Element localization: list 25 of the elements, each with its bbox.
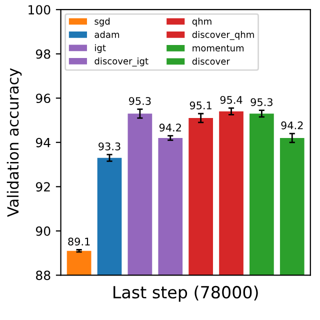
y-axis-title: Validation accuracy (6, 68, 22, 217)
legend-label: adam (94, 30, 120, 38)
legend-label: discover_qhm (192, 30, 254, 40)
data-label: 95.3 (129, 97, 151, 105)
data-label: 95.1 (190, 102, 212, 110)
legend-label: igt (95, 44, 106, 53)
x-axis-title: Last step (78000) (114, 286, 258, 302)
data-label: 89.1 (68, 238, 90, 246)
y-tick-label: 96 (36, 94, 50, 104)
data-label: 94.2 (159, 124, 181, 132)
y-tick-label: 88 (36, 270, 50, 280)
y-tick-label: 92 (36, 182, 50, 192)
data-label: 95.3 (250, 98, 272, 106)
legend-label: qhm (192, 18, 212, 26)
y-tick-label: 94 (36, 138, 50, 148)
legend-label: sgd (94, 18, 110, 26)
legend-label: discover_igt (94, 57, 148, 66)
legend-label: momentum (192, 45, 244, 52)
legend-label: discover (192, 58, 230, 65)
y-tick-label: 98 (36, 49, 50, 59)
data-label: 94.2 (281, 121, 303, 130)
y-tick-label: 100 (28, 5, 50, 15)
data-label: 93.3 (98, 142, 120, 150)
data-label: 95.4 (220, 96, 242, 104)
y-tick-label: 90 (36, 226, 50, 236)
